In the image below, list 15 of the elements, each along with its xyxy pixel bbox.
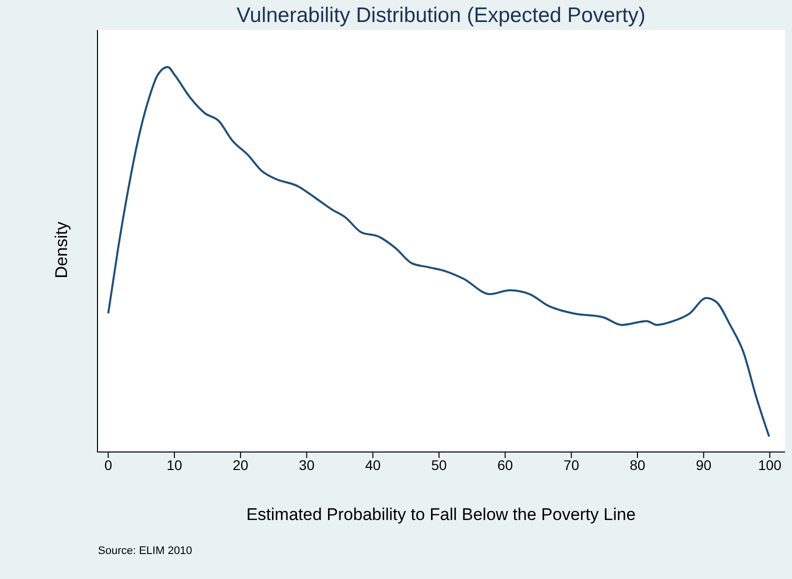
x-tick-label: 0 (104, 456, 112, 473)
x-tick-label: 50 (431, 456, 448, 473)
x-tick-label: 100 (758, 456, 782, 473)
x-tick-label: 20 (232, 456, 249, 473)
x-tick-label: 40 (365, 456, 381, 473)
chart-title: Vulnerability Distribution (Expected Poverty) (236, 4, 646, 28)
x-tick-label: 10 (166, 456, 182, 473)
x-tick-label: 30 (298, 456, 315, 473)
y-axis-title: Density (52, 222, 72, 278)
x-tick-label: 60 (497, 456, 514, 473)
x-tick-label: 90 (696, 456, 712, 473)
x-tick-label: 70 (564, 456, 580, 473)
x-axis-title: Estimated Probability to Fall Below the Poverty Line (246, 505, 636, 524)
x-tick-label: 80 (630, 456, 646, 473)
source-note: Source: ELIM 2010 (98, 545, 192, 557)
